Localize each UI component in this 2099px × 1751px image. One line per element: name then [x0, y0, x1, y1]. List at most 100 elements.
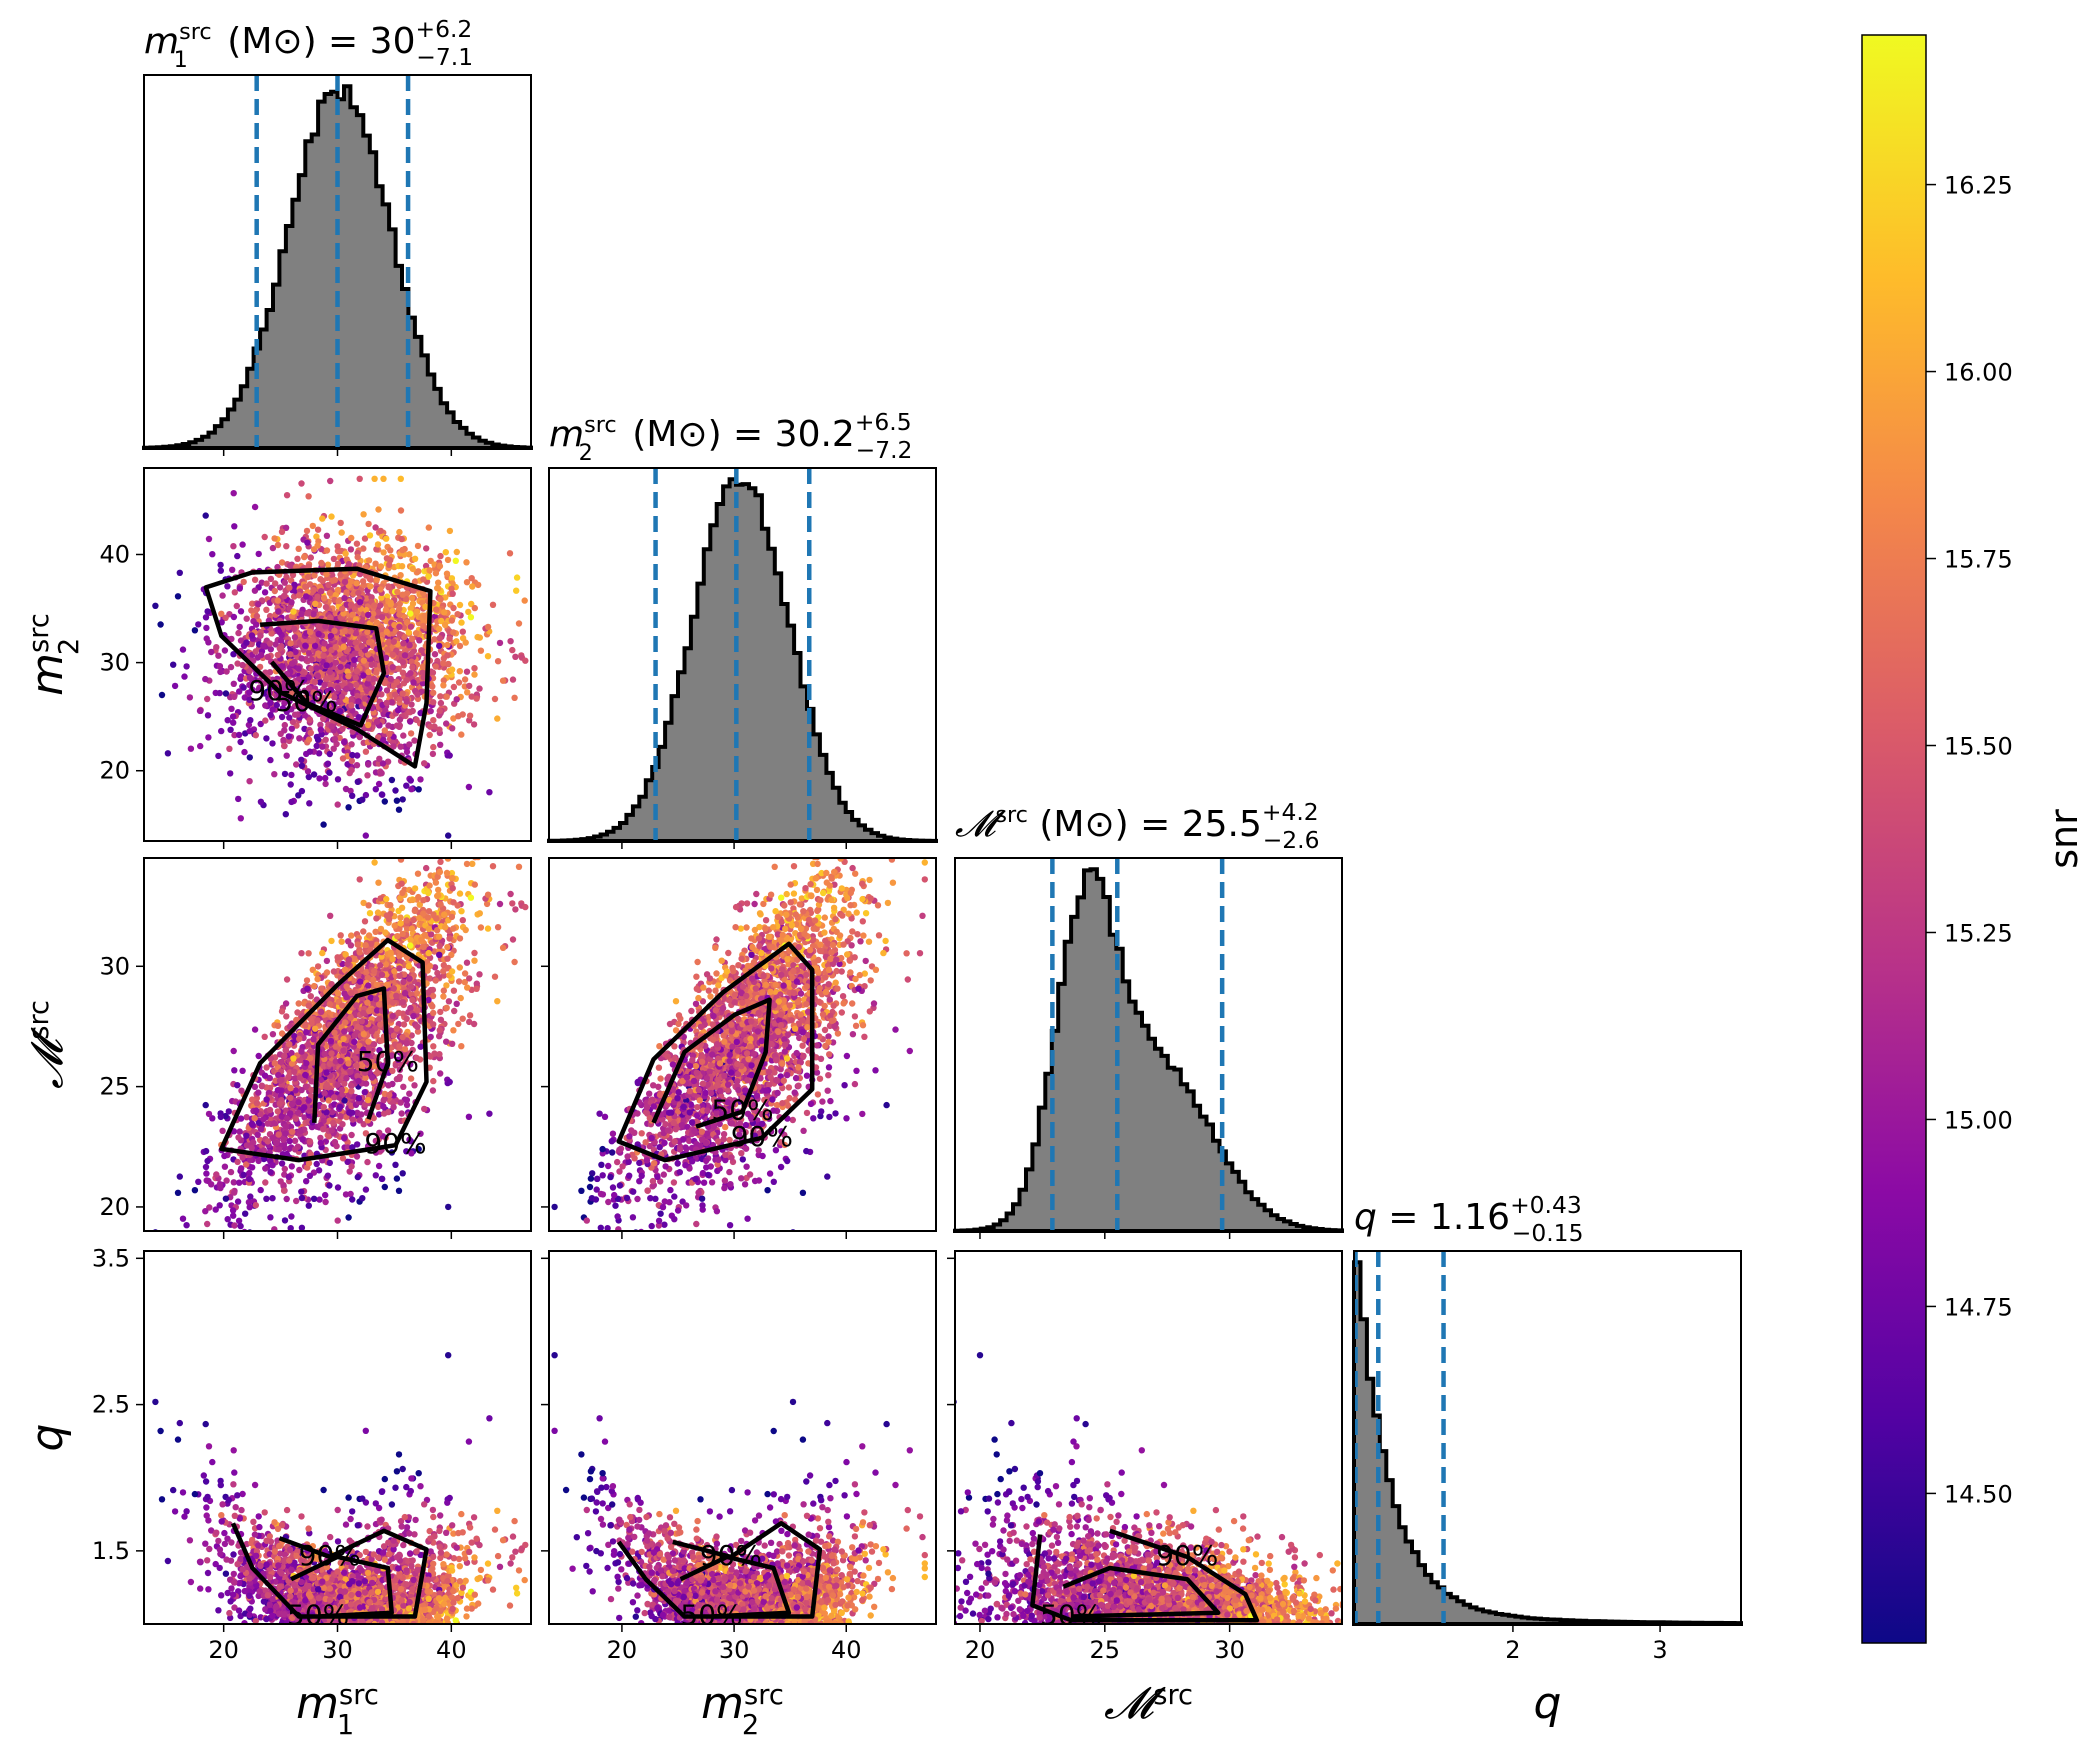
- scatter-point: [170, 1239, 176, 1245]
- scatter-point: [415, 786, 422, 793]
- scatter-point: [267, 646, 274, 653]
- scatter-point: [302, 1083, 310, 1090]
- scatter-point: [285, 733, 292, 740]
- scatter-point: [407, 777, 414, 784]
- scatter-point: [356, 475, 363, 482]
- scatter-point: [305, 773, 312, 781]
- scatter-point: [306, 1172, 314, 1180]
- scatter-point: [286, 714, 293, 721]
- diag-panel-frame: [954, 857, 1343, 1232]
- scatter-point: [454, 611, 461, 618]
- scatter-point: [354, 553, 361, 561]
- scatter-point: [388, 1149, 396, 1156]
- scatter-point: [435, 625, 443, 633]
- scatter-point: [407, 623, 415, 630]
- scatter-point: [236, 688, 243, 695]
- scatter-point: [399, 669, 407, 676]
- scatter-point: [341, 966, 349, 974]
- scatter-point: [436, 635, 443, 642]
- scatter-point: [237, 1222, 244, 1230]
- scatter-point: [396, 1066, 404, 1074]
- scatter-point: [420, 897, 427, 904]
- scatter-point: [449, 874, 456, 882]
- scatter-point: [383, 535, 390, 542]
- scatter-point: [221, 1152, 228, 1160]
- scatter-point: [341, 594, 348, 602]
- scatter-point: [315, 650, 322, 657]
- scatter-point: [301, 1114, 308, 1121]
- scatter-point: [374, 541, 382, 548]
- scatter-point: [415, 1145, 422, 1153]
- scatter-point: [340, 643, 347, 650]
- scatter-point: [451, 1007, 458, 1015]
- scatter-point: [456, 935, 464, 942]
- scatter-point: [380, 849, 386, 855]
- scatter-point: [351, 656, 358, 664]
- scatter-point: [399, 999, 407, 1006]
- scatter-point: [319, 949, 326, 957]
- scatter-point: [274, 651, 281, 659]
- scatter-point: [484, 653, 492, 660]
- scatter-point: [243, 639, 250, 646]
- scatter-point: [374, 909, 382, 916]
- scatter-point: [362, 791, 370, 799]
- scatter-point: [458, 908, 465, 915]
- scatter-point: [431, 964, 439, 971]
- scatter-point: [294, 1120, 301, 1127]
- scatter-point: [462, 639, 469, 646]
- scatter-point: [310, 586, 317, 594]
- scatter-point: [296, 735, 303, 742]
- scatter-point: [287, 651, 294, 658]
- scatter-point: [443, 982, 450, 989]
- scatter-point: [312, 600, 319, 607]
- scatter-point: [372, 560, 379, 567]
- scatter-point: [444, 556, 452, 564]
- scatter-point: [399, 659, 407, 666]
- scatter-point: [280, 1136, 287, 1143]
- scatter-point: [347, 578, 354, 585]
- scatter-point: [319, 515, 326, 522]
- scatter-point: [230, 680, 237, 687]
- scatter-point: [345, 956, 353, 963]
- scatter-point: [397, 475, 404, 482]
- scatter-point: [375, 609, 382, 616]
- scatter-point: [389, 651, 396, 658]
- scatter-point: [288, 798, 295, 806]
- scatter-point: [435, 933, 443, 940]
- scatter-point: [290, 608, 297, 615]
- scatter-point: [322, 623, 329, 630]
- scatter-point: [455, 978, 463, 985]
- scatter-point: [291, 634, 299, 641]
- scatter-point: [197, 1238, 203, 1244]
- scatter-point: [241, 748, 248, 756]
- scatter-point: [326, 589, 334, 597]
- scatter-point: [237, 815, 244, 822]
- scatter-point: [466, 1018, 473, 1026]
- scatter-point: [326, 681, 334, 688]
- scatter-point: [473, 695, 480, 702]
- scatter-point: [311, 572, 318, 579]
- scatter-point: [334, 684, 341, 692]
- scatter-point: [158, 691, 166, 699]
- scatter-point: [408, 701, 415, 708]
- scatter-point: [308, 656, 315, 663]
- scatter-point: [305, 649, 313, 656]
- scatter-point: [515, 863, 523, 870]
- scatter-point: [255, 1119, 263, 1127]
- scatter-point: [364, 651, 372, 658]
- scatter-point: [358, 618, 366, 625]
- scatter-point: [390, 682, 397, 690]
- scatter-point: [406, 551, 413, 558]
- scatter-point: [423, 545, 430, 552]
- scatter-point: [373, 576, 380, 583]
- scatter-point: [359, 1195, 366, 1202]
- scatter-point: [419, 663, 427, 670]
- scatter-point: [393, 1175, 401, 1182]
- scatter-point: [476, 910, 483, 917]
- scatter-point: [308, 1123, 316, 1131]
- scatter-point: [409, 664, 416, 671]
- scatter-point: [484, 623, 492, 631]
- scatter-point: [365, 557, 373, 564]
- scatter-point: [208, 1181, 215, 1188]
- scatter-point: [408, 983, 415, 990]
